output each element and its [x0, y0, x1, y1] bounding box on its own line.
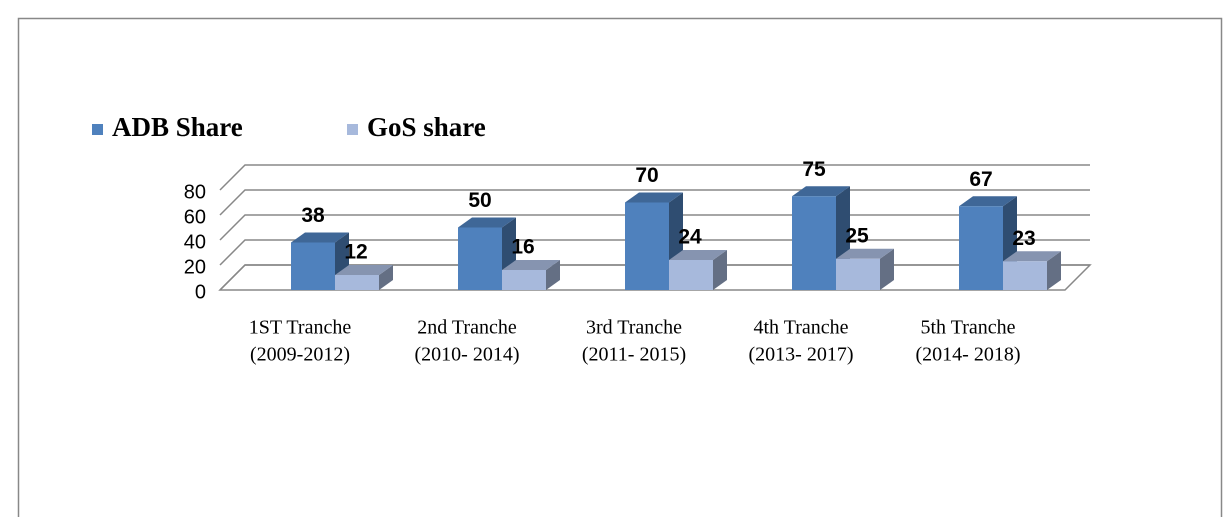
data-label: 67	[969, 168, 992, 191]
chart-frame	[17, 17, 1223, 517]
legend-swatch	[347, 124, 358, 135]
bar-front	[291, 242, 335, 290]
bar	[836, 248, 894, 290]
bar-front	[1003, 261, 1047, 290]
bar-top	[458, 217, 516, 228]
bar-top	[836, 248, 894, 259]
x-tick-label: 1ST Tranche	[249, 317, 352, 339]
data-label: 25	[845, 224, 869, 247]
bar-top	[669, 250, 727, 260]
x-tick-label: 4th Tranche	[754, 317, 849, 339]
legend-label: ADB Share	[112, 112, 243, 142]
data-label: 70	[635, 164, 658, 187]
bar-front	[959, 206, 1003, 290]
legend-swatch	[92, 124, 103, 135]
bar-top	[625, 192, 683, 203]
data-label: 38	[301, 204, 325, 227]
bar	[502, 260, 560, 290]
data-label: 16	[511, 236, 534, 259]
x-tick-label: 5th Tranche	[921, 317, 1016, 339]
data-label: 24	[678, 226, 702, 249]
x-tick-label: 3rd Tranche	[586, 317, 682, 339]
bar-top	[291, 232, 349, 243]
bar-top	[335, 265, 393, 275]
bar-front	[335, 275, 379, 290]
x-tick-label: (2011- 2015)	[582, 344, 686, 366]
y-tick-label: 40	[184, 231, 206, 253]
bar-top	[959, 196, 1017, 207]
bar-front	[792, 196, 836, 290]
bar	[669, 250, 727, 290]
bar-front	[836, 258, 880, 290]
y-tick-label: 80	[184, 181, 206, 203]
legend-label: GoS share	[367, 112, 486, 142]
data-label: 50	[468, 189, 491, 212]
y-tick-label: 20	[184, 256, 206, 278]
data-label: 75	[802, 158, 826, 181]
bar-side	[379, 265, 393, 290]
data-label: 23	[1012, 227, 1035, 250]
bar-top	[1003, 251, 1061, 262]
y-tick-label: 60	[184, 206, 206, 228]
x-tick-label: (2013- 2017)	[749, 344, 854, 366]
bar	[458, 217, 516, 290]
grid-line	[219, 164, 1090, 191]
x-tick-label: 2nd Tranche	[417, 317, 517, 339]
data-label: 12	[344, 241, 367, 264]
bar-front	[502, 270, 546, 290]
x-tick-label: (2010- 2014)	[415, 344, 520, 366]
bar	[792, 186, 850, 290]
bar-top	[502, 260, 560, 270]
x-tick-label: (2009-2012)	[250, 344, 350, 366]
bar-front	[458, 227, 502, 290]
bar-side	[880, 248, 894, 290]
bar-side	[713, 250, 727, 290]
bar-front	[669, 260, 713, 290]
bar	[1003, 251, 1061, 290]
bar-front	[625, 202, 669, 290]
bar	[335, 265, 393, 290]
bar-top	[792, 186, 850, 197]
bar-side	[1047, 251, 1061, 290]
x-tick-label: (2014- 2018)	[916, 344, 1021, 366]
y-tick-label: 0	[195, 281, 206, 303]
